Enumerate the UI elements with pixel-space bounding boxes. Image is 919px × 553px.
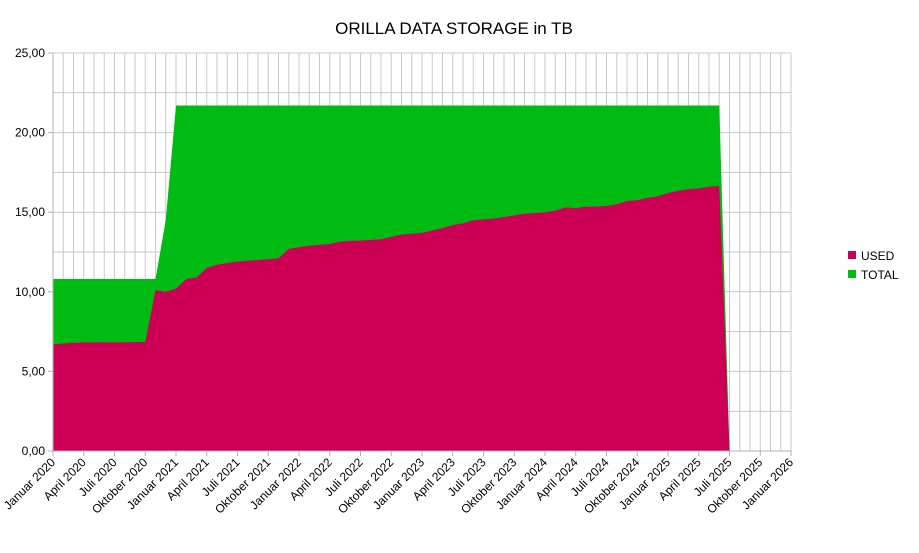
plot-areas xyxy=(53,105,730,451)
legend: USED TOTAL xyxy=(848,249,899,282)
y-tick-label: 10,00 xyxy=(15,285,45,299)
area-used xyxy=(53,185,730,451)
legend-swatch-used xyxy=(848,251,856,259)
chart-title: ORILLA DATA STORAGE in TB xyxy=(335,19,573,38)
y-tick-label: 25,00 xyxy=(15,46,45,60)
y-tick-label: 20,00 xyxy=(15,126,45,140)
y-tick-label: 15,00 xyxy=(15,205,45,219)
legend-label-total: TOTAL xyxy=(861,268,899,282)
y-tick-label: 0,00 xyxy=(22,444,46,458)
legend-label-used: USED xyxy=(861,249,895,263)
y-tick-label: 5,00 xyxy=(22,364,46,378)
legend-swatch-total xyxy=(848,270,856,278)
